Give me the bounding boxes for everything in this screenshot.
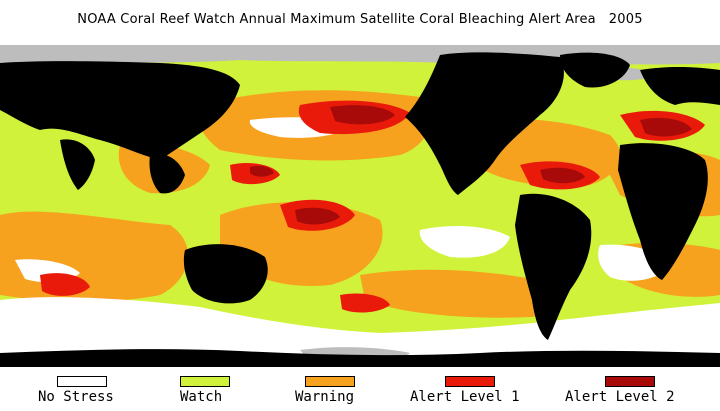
legend-label-alert-2: Alert Level 2 xyxy=(565,389,675,405)
legend-swatch-no-stress xyxy=(57,376,107,387)
legend-label-warning: Warning xyxy=(295,389,355,405)
legend-label-alert-1: Alert Level 1 xyxy=(410,389,520,405)
world-map-svg xyxy=(0,45,720,367)
land-masses xyxy=(0,52,720,367)
legend: No Stress Watch Warning Alert Level 1 Al… xyxy=(0,376,720,411)
legend-label-no-stress: No Stress xyxy=(38,389,114,405)
legend-swatch-warning xyxy=(305,376,355,387)
legend-label-watch: Watch xyxy=(180,389,223,405)
map-title: NOAA Coral Reef Watch Annual Maximum Sat… xyxy=(77,12,643,27)
alert-level-2-zones xyxy=(250,105,692,225)
legend-swatch-alert-1 xyxy=(445,376,495,387)
bleaching-alert-map xyxy=(0,45,720,367)
legend-swatch-alert-2 xyxy=(605,376,655,387)
legend-swatch-watch xyxy=(180,376,230,387)
